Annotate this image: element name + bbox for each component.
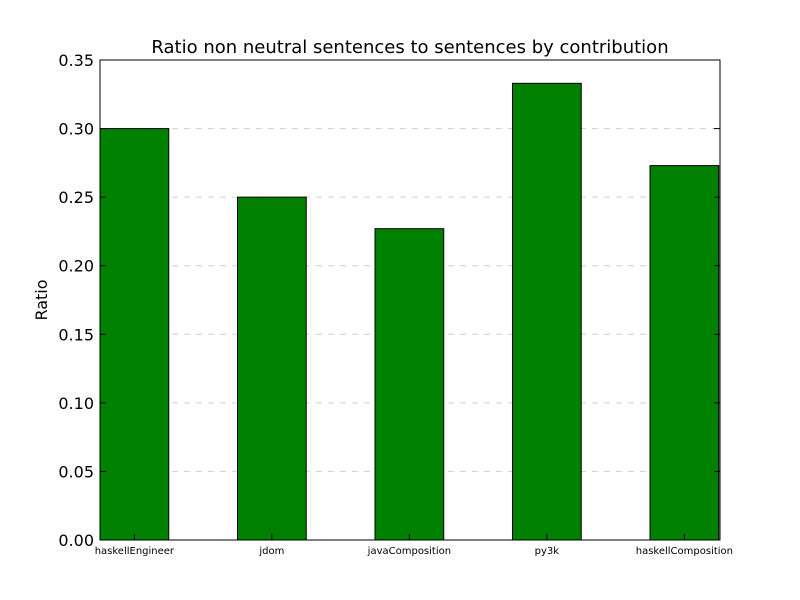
chart-title: Ratio non neutral sentences to sentences… bbox=[151, 37, 668, 58]
x-axis-ticks: haskellEngineer jdom javaComposition py3k ha… bbox=[95, 534, 733, 557]
bars bbox=[99, 82, 720, 541]
y-tick-label: 0.05 bbox=[58, 462, 94, 481]
y-tick-label: 0.00 bbox=[58, 531, 94, 550]
y-tick-label: 0.10 bbox=[58, 394, 94, 413]
x-tick-label: jdom bbox=[258, 546, 284, 557]
bar-jdom bbox=[237, 196, 307, 541]
y-axis-label: Ratio bbox=[32, 279, 51, 320]
y-tick-label: 0.15 bbox=[58, 325, 94, 344]
x-tick-label: javaComposition bbox=[367, 546, 451, 557]
x-tick-label: py3k bbox=[535, 546, 560, 557]
bar-haskellEngineer bbox=[99, 128, 170, 541]
gridlines bbox=[100, 128, 720, 472]
y-tick-label: 0.35 bbox=[58, 51, 94, 70]
x-tick-label: haskellComposition bbox=[636, 546, 733, 557]
y-tick-label: 0.20 bbox=[58, 257, 94, 276]
plot-area-frame bbox=[99, 59, 721, 541]
x-tick-label: haskellEngineer bbox=[95, 546, 175, 557]
y-tick-label: 0.30 bbox=[58, 120, 94, 139]
bar-haskellComposition bbox=[649, 165, 720, 541]
bar-javaComposition bbox=[374, 228, 445, 541]
y-axis-ticks: 0.00 0.05 0.10 0.15 0.20 0.25 0.30 0.35 bbox=[58, 51, 720, 550]
bar-py3k bbox=[512, 82, 582, 541]
y-tick-label: 0.25 bbox=[58, 188, 94, 207]
